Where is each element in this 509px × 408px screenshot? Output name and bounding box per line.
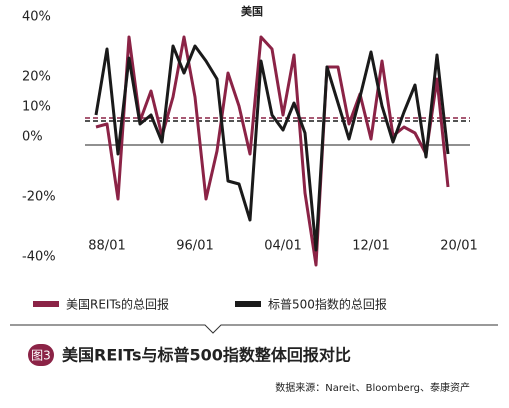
series-line [94, 44, 450, 252]
series-line [95, 35, 450, 267]
x-tick-label: 12/01 [352, 239, 389, 254]
chart-title: 美国 [241, 4, 263, 18]
y-tick-label: -20% [22, 190, 56, 205]
source: 数据来源：Nareit、Bloomberg、泰康资产 [275, 381, 470, 394]
y-tick-label: 40% [22, 10, 51, 25]
divider [10, 324, 498, 334]
x-tick-label: 20/01 [440, 239, 477, 254]
caption: 美国REITs与标普500指数整体回报对比 [62, 346, 351, 365]
y-tick-label: 20% [22, 70, 51, 85]
y-tick-label: -40% [22, 250, 56, 265]
x-tick-label: 04/01 [264, 239, 301, 254]
figure-badge [28, 344, 54, 366]
y-tick-label: 0% [22, 130, 43, 145]
x-tick-label: 96/01 [176, 239, 213, 254]
legend-swatch [33, 301, 59, 307]
legend-label: 美国REITs的总回报 [66, 297, 169, 312]
y-tick-label: 10% [22, 100, 51, 115]
x-tick-label: 88/01 [88, 239, 125, 254]
figure-label: 图3 [31, 349, 51, 363]
legend-label: 标普500指数的总回报 [268, 297, 387, 312]
legend-swatch [235, 301, 261, 307]
